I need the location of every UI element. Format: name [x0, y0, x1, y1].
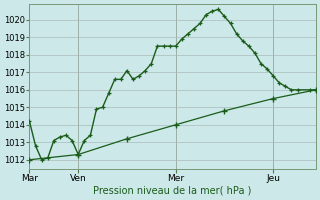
X-axis label: Pression niveau de la mer( hPa ): Pression niveau de la mer( hPa )	[93, 186, 252, 196]
